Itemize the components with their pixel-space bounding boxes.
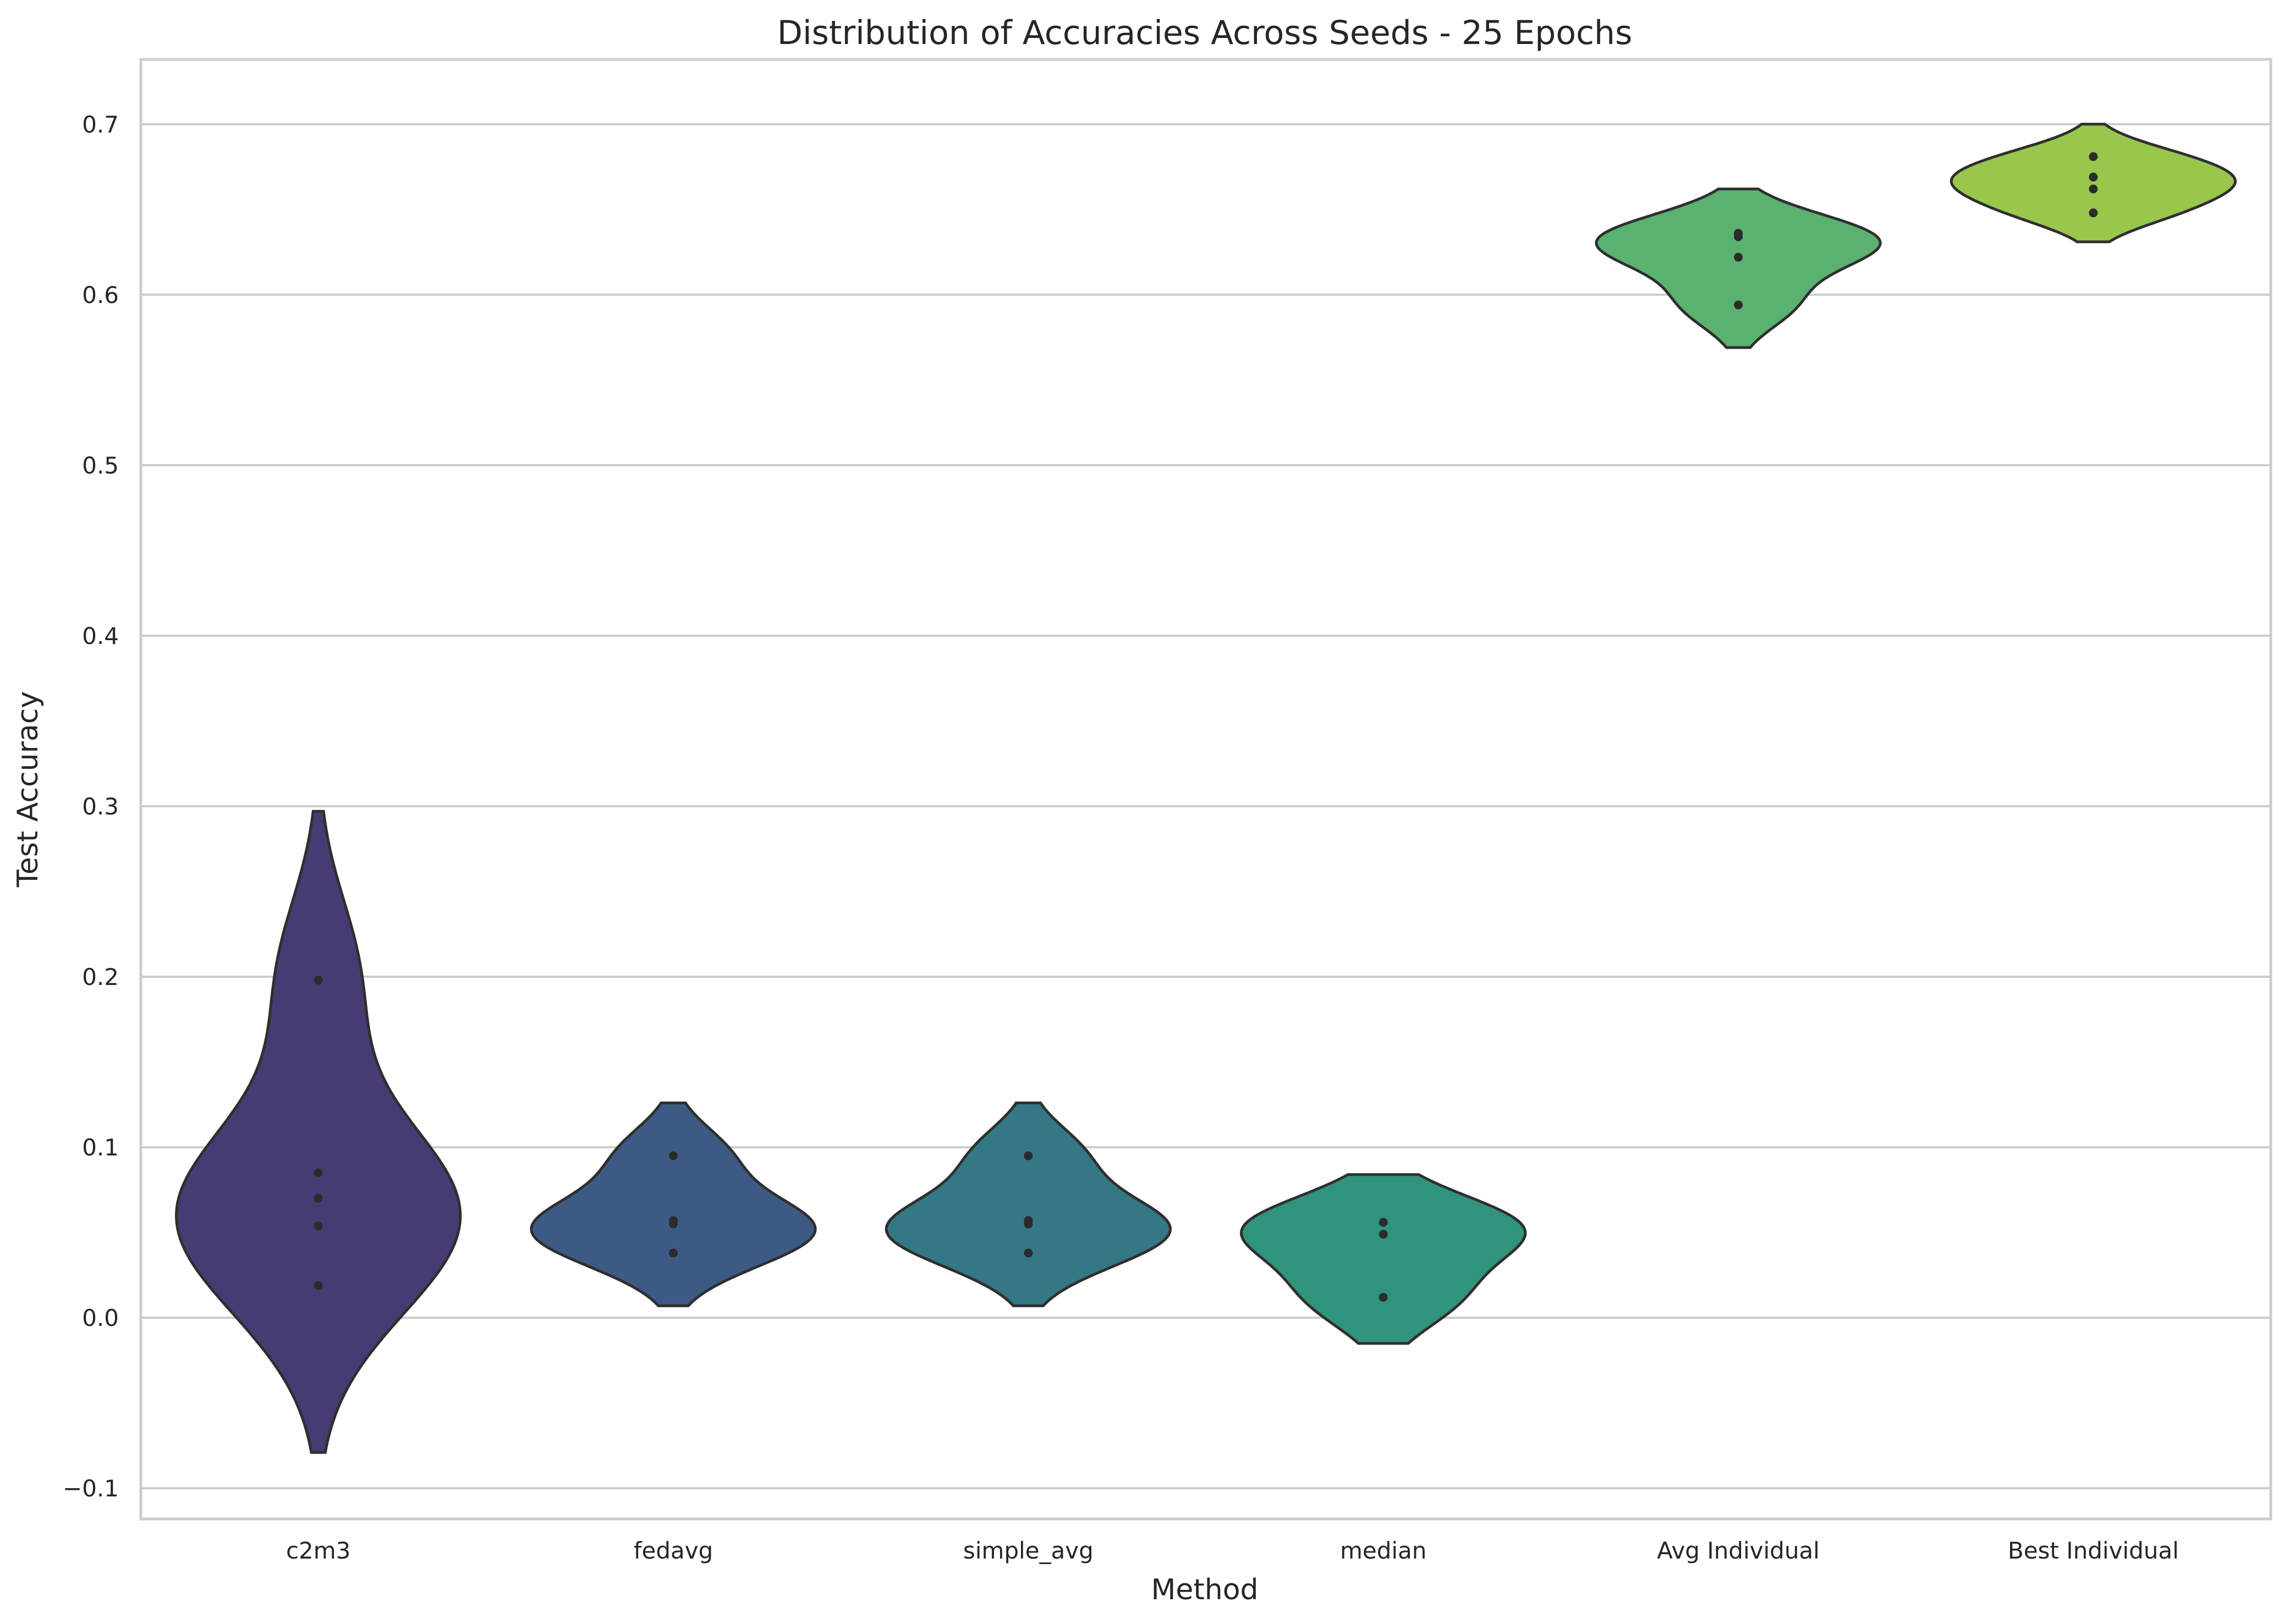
chart-title: Distribution of Accuracies Across Seeds … [777, 14, 1632, 52]
plot-frame [139, 58, 2272, 1521]
data-point [1379, 1292, 1388, 1302]
x-tick-label: Avg Individual [1657, 1537, 1820, 1564]
violins [174, 123, 2237, 1454]
data-point [1379, 1230, 1388, 1239]
data-point [314, 976, 323, 985]
x-tick-label: Best Individual [2008, 1537, 2179, 1564]
data-point [1379, 1218, 1388, 1227]
data-point [1734, 252, 1743, 262]
violin-median [1239, 1173, 1527, 1345]
data-point [1024, 1151, 1033, 1160]
data-point [314, 1281, 323, 1290]
data-point [1024, 1219, 1033, 1229]
data-point [1734, 232, 1743, 241]
y-tick-label: 0.6 [82, 282, 119, 309]
y-tick-label: 0.3 [82, 793, 119, 820]
violin-best-individual [1950, 123, 2237, 244]
violin-fedavg [530, 1102, 817, 1307]
data-point [669, 1151, 678, 1160]
data-points [314, 152, 2098, 1302]
x-axis-label: Method [1151, 1573, 1258, 1606]
y-tick-label: 0.0 [82, 1304, 119, 1331]
data-point [2089, 184, 2098, 194]
y-tick-label: 0.7 [82, 111, 119, 138]
y-tick-label: 0.4 [82, 623, 119, 649]
y-tick-labels: −0.1 0.0 0.1 0.2 0.3 0.4 0.5 0.6 0.7 [63, 111, 119, 1502]
data-point [2089, 152, 2098, 161]
grid-lines [141, 123, 2271, 1490]
y-tick-label: 0.1 [82, 1134, 119, 1161]
data-point [669, 1219, 678, 1229]
violin-simple-avg [885, 1102, 1172, 1307]
x-tick-label: fedavg [634, 1537, 713, 1564]
y-tick-label: −0.1 [63, 1475, 119, 1502]
data-point [314, 1194, 323, 1203]
violin-c2m3 [174, 810, 462, 1454]
x-tick-label: median [1340, 1537, 1426, 1564]
y-tick-label: 0.5 [82, 452, 119, 479]
data-point [314, 1221, 323, 1230]
data-point [314, 1168, 323, 1177]
violin-avg-individual [1595, 188, 1882, 349]
x-tick-labels: c2m3 fedavg simple_avg median Avg Individual… [286, 1537, 2179, 1564]
data-point [2089, 208, 2098, 218]
y-tick-label: 0.2 [82, 964, 119, 990]
data-point [1734, 300, 1743, 310]
data-point [1024, 1248, 1033, 1258]
data-point [2089, 172, 2098, 181]
x-tick-label: c2m3 [286, 1537, 350, 1564]
data-point [669, 1248, 678, 1258]
y-axis-label: Test Accuracy [12, 691, 45, 888]
x-tick-label: simple_avg [963, 1537, 1094, 1564]
